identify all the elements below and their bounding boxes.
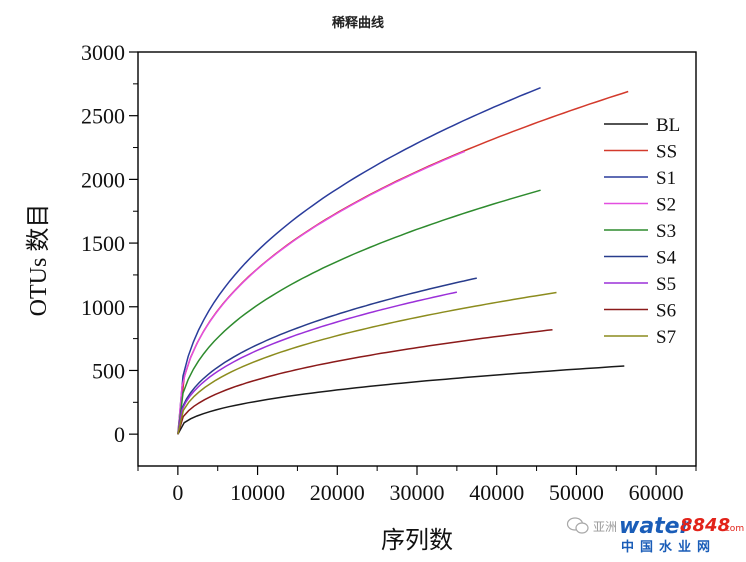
watermark-prefix: 亚洲: [593, 520, 617, 534]
series-line-s7: [177, 291, 557, 435]
y-tick-label: 1500: [81, 231, 125, 256]
watermark-brand: water: [619, 514, 692, 539]
series-line-s3: [177, 189, 541, 435]
x-tick-label: 60000: [629, 480, 684, 505]
x-axis-label: 序列数: [381, 527, 453, 554]
watermark-dotcom: .com: [722, 524, 744, 534]
x-tick-label: 0: [172, 480, 183, 505]
wechat-icon: [566, 517, 589, 534]
chart-title: 稀释曲线: [332, 15, 384, 31]
legend-label-s5: S5: [656, 274, 676, 295]
axis-tick-labels: 0 10000 20000 30000 40000 50000 60000 0 500 1000 1…: [81, 40, 684, 505]
series-curves: [177, 87, 629, 435]
legend: BL SS S1 S2 S3 S4 S5 S6 S7: [604, 115, 680, 348]
y-tick-label: 500: [92, 358, 125, 383]
y-axis-label: OTUs 数目: [25, 204, 52, 317]
series-line-bl: [177, 365, 625, 435]
series-line-s1: [177, 87, 541, 435]
legend-label-s3: S3: [656, 221, 676, 242]
legend-label-s6: S6: [656, 301, 676, 322]
legend-label-bl: BL: [656, 115, 680, 136]
y-tick-label: 0: [114, 422, 125, 447]
y-tick-label: 2500: [81, 104, 125, 129]
watermark: 亚洲 water 8848 .com 中国水业网: [566, 514, 744, 555]
series-line-s2: [177, 150, 466, 435]
axis-ticks: [129, 51, 697, 475]
y-tick-label: 1000: [81, 295, 125, 320]
x-tick-label: 50000: [549, 480, 604, 505]
legend-label-s7: S7: [656, 327, 676, 348]
series-line-s4: [177, 277, 477, 435]
x-tick-label: 30000: [390, 480, 445, 505]
plot-frame: [137, 51, 697, 467]
legend-label-s2: S2: [656, 195, 676, 216]
legend-label-s4: S4: [656, 248, 677, 269]
legend-label-ss: SS: [656, 142, 677, 163]
x-tick-label: 20000: [310, 480, 365, 505]
series-line-s6: [177, 328, 553, 435]
y-tick-label: 2000: [81, 167, 125, 192]
x-tick-label: 10000: [230, 480, 285, 505]
watermark-brand-number: 8848: [680, 515, 730, 536]
x-tick-label: 40000: [469, 480, 524, 505]
legend-label-s1: S1: [656, 168, 676, 189]
y-tick-label: 3000: [81, 40, 125, 65]
series-line-s5: [177, 291, 458, 435]
watermark-cn: 中国水业网: [621, 539, 716, 555]
